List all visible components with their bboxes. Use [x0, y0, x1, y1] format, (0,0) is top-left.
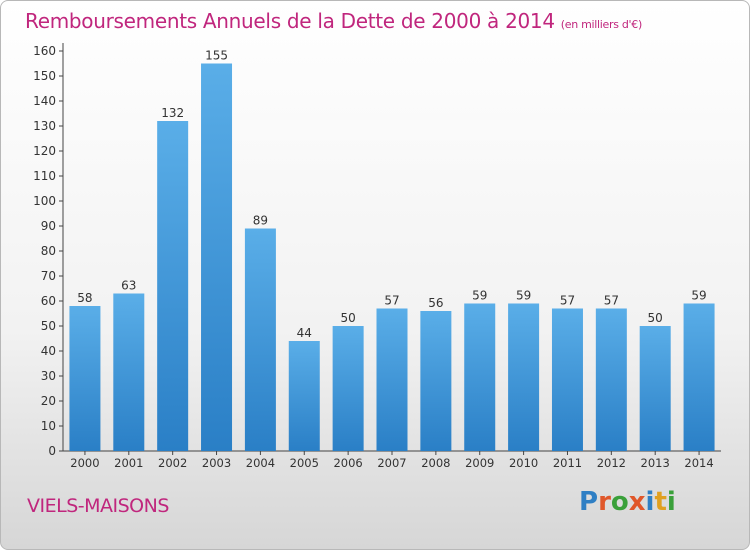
logo-letter: x: [628, 487, 646, 517]
logo-letter: i: [645, 487, 655, 517]
bar: [113, 293, 145, 451]
x-tick-label: 2008: [421, 456, 450, 470]
data-label: 59: [472, 289, 487, 303]
bar: [157, 121, 189, 451]
data-label: 58: [77, 291, 92, 305]
title-text: Remboursements Annuels de la Dette de 20…: [25, 9, 555, 33]
y-tick-label: 50: [41, 319, 56, 333]
data-label: 132: [161, 106, 184, 120]
y-tick-label: 110: [33, 169, 56, 183]
y-tick-label: 30: [41, 369, 56, 383]
x-tick-label: 2000: [70, 456, 99, 470]
y-tick-label: 150: [33, 69, 56, 83]
bar: [376, 308, 408, 451]
y-tick-label: 140: [33, 94, 56, 108]
bar: [595, 308, 627, 451]
data-label: 50: [340, 311, 355, 325]
x-tick-label: 2001: [114, 456, 143, 470]
logo-letter: o: [610, 487, 629, 517]
title-unit: (en milliers d'€): [560, 18, 642, 31]
logo-letter: r: [598, 487, 611, 517]
y-tick-label: 80: [41, 244, 56, 258]
x-tick-label: 2005: [290, 456, 319, 470]
data-label: 63: [121, 279, 136, 293]
data-label: 57: [384, 294, 399, 308]
logo-letter: P: [579, 487, 599, 517]
x-tick-label: 2002: [158, 456, 187, 470]
x-tick-label: 2004: [246, 456, 275, 470]
y-tick-label: 60: [41, 294, 56, 308]
data-label: 50: [648, 311, 663, 325]
x-tick-label: 2007: [377, 456, 406, 470]
data-label: 59: [691, 289, 706, 303]
bar: [639, 326, 671, 451]
x-tick-label: 2003: [202, 456, 231, 470]
bar: [420, 311, 452, 451]
data-label: 89: [253, 214, 268, 228]
x-tick-label: 2006: [333, 456, 362, 470]
proxiti-logo: Proxiti: [579, 487, 676, 517]
y-tick-label: 90: [41, 219, 56, 233]
bar: [464, 303, 496, 451]
bar: [244, 228, 276, 451]
bar: [508, 303, 540, 451]
data-label: 44: [297, 326, 312, 340]
y-tick-label: 70: [41, 269, 56, 283]
x-tick-label: 2012: [597, 456, 626, 470]
x-tick-label: 2014: [684, 456, 713, 470]
bar: [551, 308, 583, 451]
data-label: 57: [560, 294, 575, 308]
place-name: VIELS-MAISONS: [27, 495, 169, 517]
data-label: 56: [428, 296, 443, 310]
y-tick-label: 20: [41, 394, 56, 408]
bar: [683, 303, 715, 451]
logo-letter: i: [666, 487, 676, 517]
bar: [288, 341, 320, 451]
bar: [69, 306, 101, 451]
data-label: 59: [516, 289, 531, 303]
x-tick-label: 2009: [465, 456, 494, 470]
y-tick-label: 160: [33, 44, 56, 58]
y-tick-label: 120: [33, 144, 56, 158]
bar: [201, 63, 233, 451]
chart-title: Remboursements Annuels de la Dette de 20…: [25, 9, 642, 33]
bar: [332, 326, 364, 451]
y-tick-label: 100: [33, 194, 56, 208]
data-label: 155: [205, 49, 228, 63]
x-tick-label: 2011: [553, 456, 582, 470]
logo-letter: t: [654, 487, 667, 517]
x-tick-label: 2010: [509, 456, 538, 470]
y-tick-label: 40: [41, 344, 56, 358]
data-label: 57: [604, 294, 619, 308]
x-tick-label: 2013: [641, 456, 670, 470]
y-tick-label: 10: [41, 419, 56, 433]
y-tick-label: 0: [48, 444, 56, 458]
y-tick-label: 130: [33, 119, 56, 133]
